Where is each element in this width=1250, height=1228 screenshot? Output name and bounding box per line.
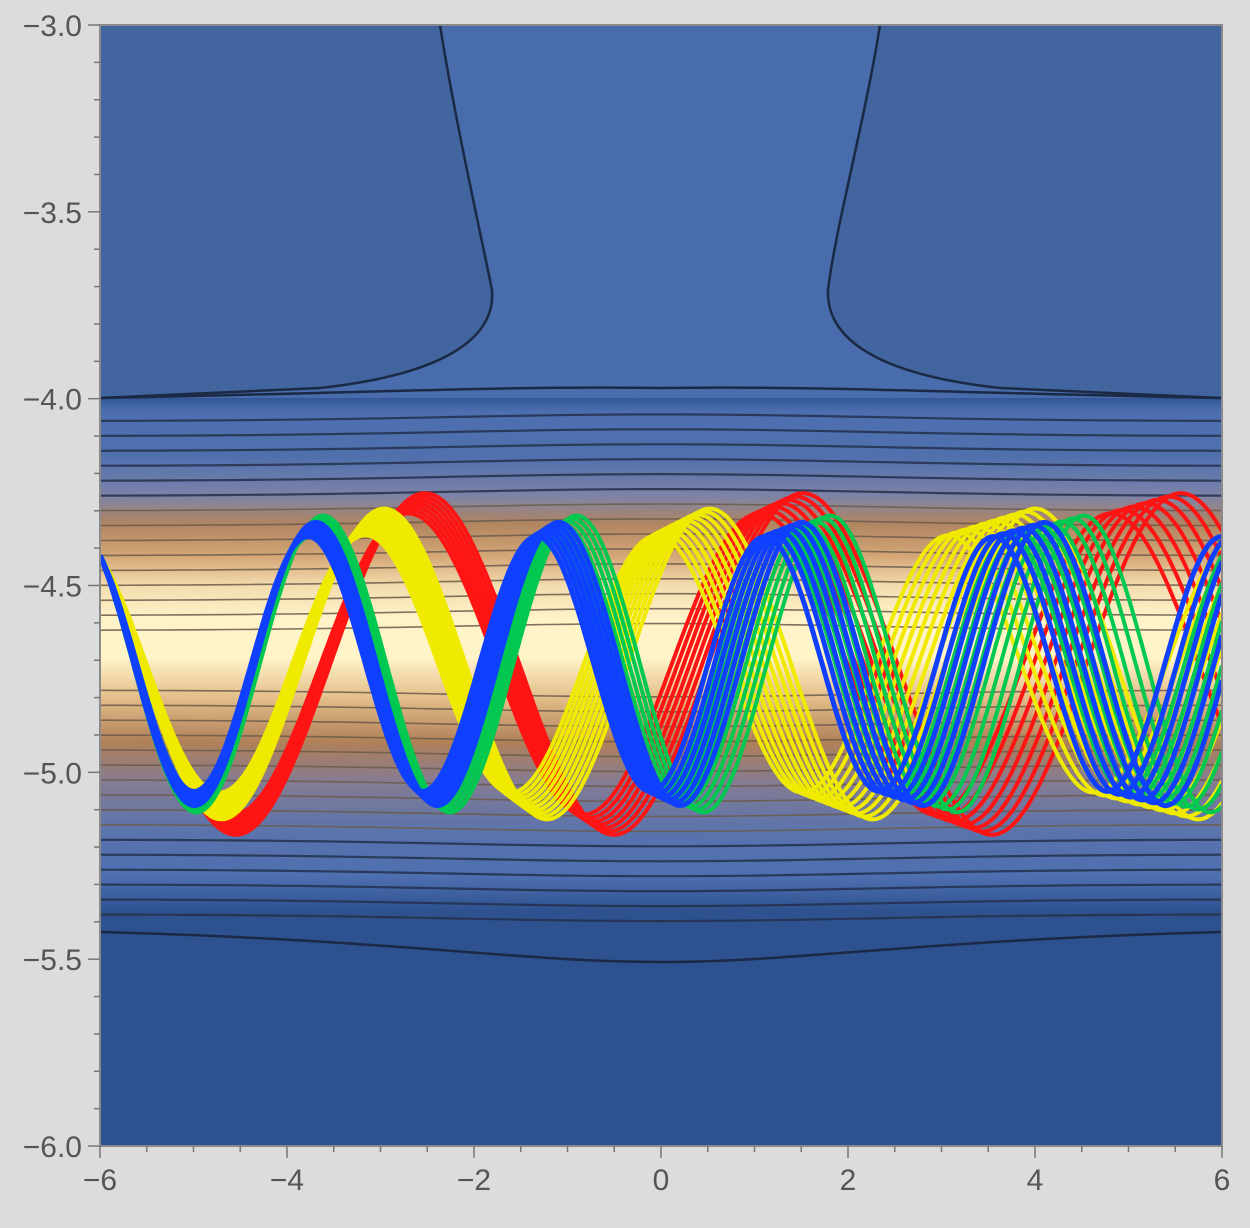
x-tick-label: −6 (83, 1164, 117, 1197)
plot-area (100, 25, 1222, 1146)
y-tick-label: −4.0 (23, 384, 82, 417)
trajectory-curve (100, 506, 1222, 822)
x-tick-label: −4 (270, 1164, 304, 1197)
y-tick-label: −3.5 (23, 197, 82, 230)
contour-line (100, 824, 1222, 833)
upper-lighter-region (827, 25, 1222, 398)
x-axis: −6 −4 −2 0 2 4 6 (83, 1146, 1230, 1197)
outer-contour (100, 930, 1222, 964)
x-tick-label: 0 (653, 1164, 670, 1197)
y-tick-label: −5.0 (23, 757, 82, 790)
contour-line (100, 809, 1222, 818)
y-tick-label: −4.5 (23, 571, 82, 604)
contour-line (100, 898, 1222, 908)
contour-line (100, 868, 1222, 878)
x-tick-label: 2 (840, 1164, 857, 1197)
contour-line (100, 428, 1222, 437)
trajectories (100, 491, 1222, 837)
neck-contour (826, 25, 1222, 400)
upper-lighter-region (100, 25, 493, 398)
contour-line (100, 913, 1222, 923)
contour-line (100, 883, 1222, 893)
upper-center-region (100, 25, 1222, 398)
x-tick-label: 6 (1214, 1164, 1231, 1197)
contour-line (100, 838, 1222, 848)
x-tick-label: 4 (1027, 1164, 1044, 1197)
contour-line (100, 853, 1222, 863)
contour-line (100, 443, 1222, 452)
neck-contour (100, 25, 494, 400)
contour-line (100, 472, 1222, 482)
y-tick-label: −5.5 (23, 944, 82, 977)
lower-outer-region (100, 932, 1222, 1146)
x-tick-label: −2 (457, 1164, 491, 1197)
contour-line (100, 488, 1222, 497)
trajectory-series (100, 519, 1222, 809)
outer-contour (100, 386, 1222, 400)
y-tick-label: −3.0 (23, 10, 82, 43)
y-axis: −3.0 −3.5 −4.0 −4.5 −5.0 −5.5 −6.0 (23, 10, 100, 1164)
contour-line (100, 458, 1222, 467)
contour-line (100, 592, 1222, 602)
contour-line (100, 413, 1222, 422)
y-tick-label: −6.0 (23, 1131, 82, 1164)
trajectory-curve (100, 519, 1222, 809)
